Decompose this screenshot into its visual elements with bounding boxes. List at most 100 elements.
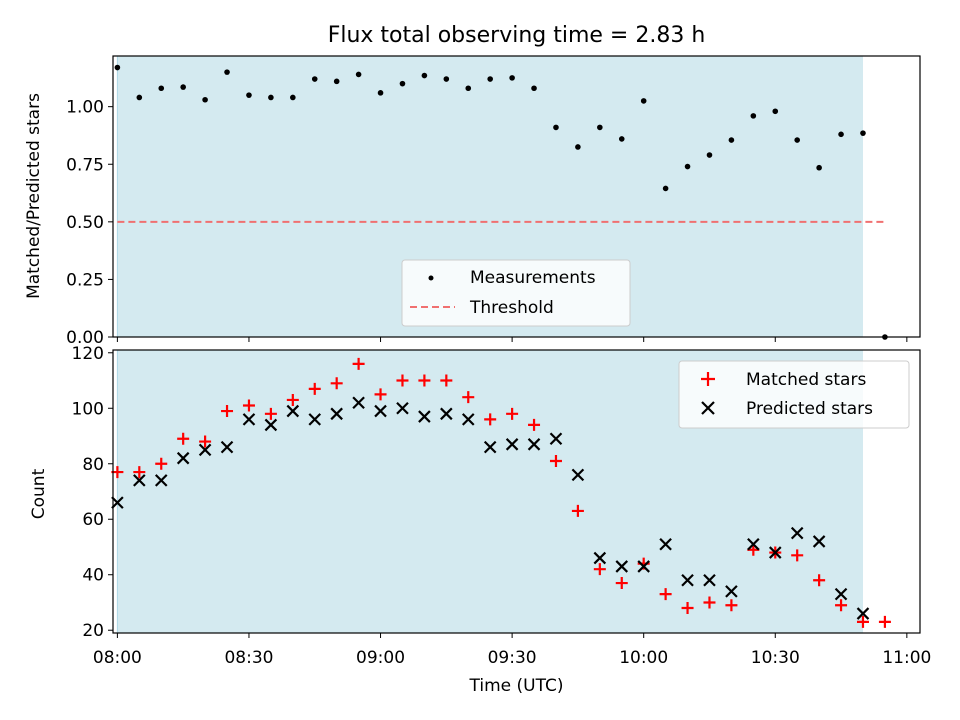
x-tick-label: 08:30 (224, 648, 273, 668)
ratio-panel: Flux total observing time = 2.83 h 0.000… (24, 23, 921, 348)
top-y-tick-label: 0.00 (66, 328, 104, 348)
measurement-point (399, 80, 406, 87)
measurement-point (355, 71, 362, 78)
matched-star-point (330, 377, 343, 390)
legend-measurements-label: Measurements (470, 268, 596, 288)
measurement-point (618, 136, 625, 142)
matched-star-point (177, 432, 190, 445)
matched-star-point (659, 588, 672, 601)
predicted-star-point (133, 474, 146, 487)
predicted-star-point (111, 496, 124, 509)
predicted-star-point (418, 410, 431, 423)
predicted-star-point (527, 438, 541, 451)
x-axis-label: Time (UTC) (469, 676, 564, 696)
measurement-point (377, 90, 384, 96)
measurement-point (816, 164, 822, 171)
top-y-tick-label: 0.75 (66, 155, 104, 175)
measurement-point (531, 85, 537, 92)
matched-star-point (133, 466, 146, 479)
matched-star-point (396, 374, 409, 387)
predicted-star-point (264, 418, 278, 432)
bottom-y-tick-label: 120 (72, 344, 104, 364)
predicted-star-point (374, 404, 387, 418)
bottom-y-axis-label: Count (29, 468, 49, 519)
bottom-y-tick-label: 40 (82, 566, 104, 586)
matched-star-point (199, 435, 212, 448)
matched-star-point (703, 596, 716, 609)
matched-star-point (352, 357, 365, 370)
legend-predicted-marker (701, 401, 715, 415)
matched-star-point (725, 599, 738, 612)
measurement-point (311, 76, 318, 82)
predicted-star-point (812, 535, 826, 548)
predicted-star-point (549, 432, 563, 446)
matched-star-point (549, 454, 562, 467)
matched-star-point (462, 391, 475, 404)
predicted-star-point (725, 585, 738, 598)
legend-matched-label: Matched stars (746, 370, 866, 390)
measurement-point (684, 163, 691, 170)
predicted-star-point (308, 413, 322, 426)
predicted-star-point (790, 526, 804, 540)
x-tick-label: 10:30 (751, 648, 800, 668)
matched-star-point (615, 577, 628, 590)
predicted-star-point (352, 396, 365, 409)
matched-star-point (418, 374, 431, 387)
matched-star-point (681, 602, 694, 615)
ratio-plot-area: 0.00 0.25 0.50 0.75 1.00 (66, 55, 921, 348)
predicted-star-point (747, 537, 760, 551)
matched-star-point (221, 405, 234, 418)
measurement-point (553, 124, 559, 131)
predicted-star-point (856, 607, 870, 620)
measurement-point (465, 85, 472, 92)
measurement-point (860, 130, 866, 136)
legend-matched-marker (701, 372, 715, 386)
measurement-point (114, 64, 121, 71)
measurement-point (728, 137, 735, 143)
top-y-tick-label: 0.25 (66, 270, 104, 290)
top-axes-frame (112, 55, 921, 338)
bottom-y-tick-label: 100 (72, 399, 104, 419)
predicted-star-point (242, 413, 256, 426)
predicted-star-point (571, 468, 585, 482)
matched-star-point (374, 388, 387, 401)
measurement-point (136, 94, 143, 101)
measurement-point (180, 84, 186, 90)
bottom-axes-frame (112, 349, 921, 634)
legend-threshold-label: Threshold (469, 298, 554, 318)
measurement-point (838, 131, 844, 138)
predicted-star-point (483, 440, 497, 454)
matched-star-point (791, 549, 804, 562)
matched-star-point (155, 457, 168, 470)
x-tick-label: 11:00 (882, 648, 931, 668)
bottom-y-tick-label: 60 (82, 510, 104, 530)
matched-star-point (878, 615, 891, 628)
predicted-star-point (154, 474, 168, 487)
predicted-star-point (703, 574, 716, 587)
count-panel: 20 40 60 80 100 120 08:00 08:30 09:00 09:30 10:00 1… (29, 344, 931, 696)
predicted-star-point (659, 537, 672, 551)
predicted-star-point (768, 546, 782, 559)
x-tick-label: 09:00 (356, 648, 405, 668)
measurement-point (509, 75, 515, 81)
measurement-point (772, 108, 779, 115)
matched-star-point (264, 407, 277, 420)
predicted-star-point (615, 560, 629, 573)
predicted-star-point (637, 560, 650, 573)
top-y-tick-label: 1.00 (66, 98, 104, 118)
matched-star-point (242, 399, 255, 412)
ratio-legend: Measurements Threshold (401, 259, 631, 327)
measurement-point (224, 69, 230, 75)
measurement-point (706, 152, 713, 158)
predicted-star-point (505, 438, 519, 451)
predicted-star-point (834, 587, 848, 601)
measurement-point (597, 124, 603, 131)
measurement-point (202, 96, 208, 103)
predicted-star-point (593, 551, 607, 565)
matched-star-point (593, 563, 606, 576)
predicted-star-point (440, 407, 453, 421)
legend-predicted-label: Predicted stars (746, 399, 873, 419)
measurement-point (333, 78, 340, 85)
matched-star-point (308, 382, 321, 395)
